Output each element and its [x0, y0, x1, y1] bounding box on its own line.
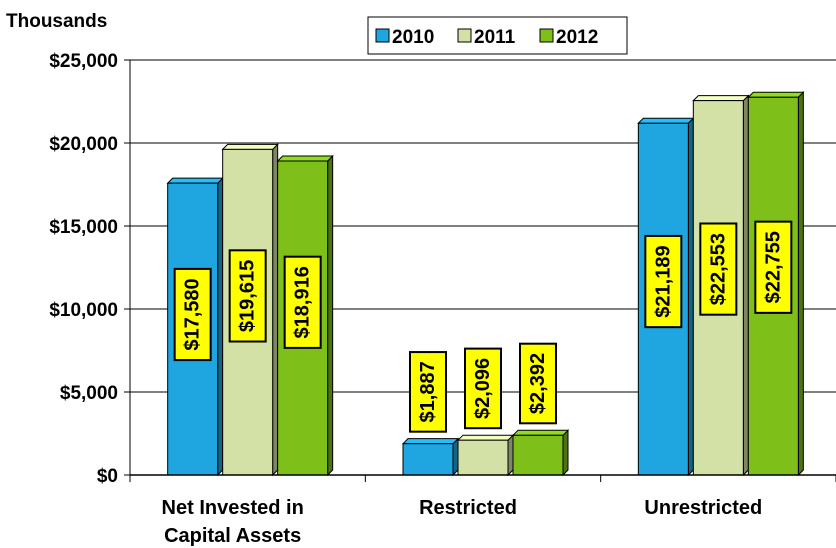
- bar-top: [276, 155, 334, 162]
- bar-side: [452, 437, 459, 477]
- data-label-text: $19,615: [237, 260, 259, 332]
- data-label-2012-1: $2,392: [519, 342, 557, 425]
- data-label-box: [283, 255, 322, 349]
- bar-side: [687, 117, 694, 477]
- x-category-label: Restricted: [419, 497, 517, 519]
- y-tick-label: $20,000: [49, 134, 118, 155]
- y-tick-label: $10,000: [49, 300, 118, 321]
- data-label-text: $1,887: [417, 361, 439, 422]
- bar-side: [797, 91, 804, 477]
- y-tick-label: $15,000: [49, 217, 118, 238]
- data-label-text: $21,189: [652, 245, 674, 317]
- bar-side: [562, 429, 569, 477]
- data-label-2010-1: $1,887: [409, 351, 447, 433]
- x-category-label: Unrestricted: [644, 497, 762, 519]
- data-labels: $17,580 $19,615 $18,916 $1,887 $2,096 $2,392 $…: [173, 220, 793, 433]
- data-label-box: [228, 249, 267, 343]
- bar-top: [166, 177, 224, 184]
- data-label-2010-0: $17,580: [173, 267, 212, 362]
- bars: $17,580 $19,615 $18,916 $1,887 $2,096 $2,392 $…: [166, 91, 805, 477]
- bar-top: [747, 91, 805, 98]
- legend-swatch-2010: [375, 28, 390, 43]
- data-label-box: [464, 347, 502, 430]
- data-label-2011-1: $2,096: [464, 347, 502, 430]
- legend-box: [367, 16, 628, 55]
- bar-top: [456, 434, 515, 441]
- data-label-text: $22,553: [707, 233, 729, 305]
- bar-front: [457, 439, 509, 476]
- bar-side: [217, 176, 224, 477]
- data-label-box: [699, 222, 738, 316]
- data-label-box: [754, 220, 793, 314]
- data-label-box: [519, 342, 557, 425]
- data-label-box: [173, 267, 212, 362]
- data-label-2010-2: $21,189: [644, 234, 683, 329]
- data-label-text: $18,916: [292, 266, 314, 338]
- bar-top: [401, 438, 460, 445]
- data-label-text: $2,096: [472, 358, 494, 419]
- data-label-text: $17,580: [182, 278, 204, 350]
- unit-label: Thousands: [6, 11, 107, 32]
- y-tick-label: $5,000: [60, 383, 118, 404]
- x-category-label: Net Invested in: [162, 497, 304, 519]
- bar-top: [221, 143, 279, 150]
- data-label-box: [644, 234, 683, 329]
- data-label-2012-2: $22,755: [754, 220, 793, 314]
- bar-side: [272, 143, 279, 477]
- legend-label-2011: 2011: [474, 27, 516, 48]
- y-axis: $0 $5,000 $10,000 $15,000 $20,000 $25,000: [49, 51, 131, 487]
- bar-front: [402, 443, 454, 476]
- data-label-text: $22,755: [762, 231, 784, 303]
- y-tick-label: $0: [97, 466, 118, 487]
- bar-2010-1: [401, 437, 460, 477]
- bar-top: [511, 429, 570, 436]
- data-label-2011-0: $19,615: [228, 249, 267, 343]
- data-label-box: [409, 351, 447, 433]
- bar-top: [692, 95, 750, 102]
- bar-2012-1: [511, 429, 570, 477]
- y-tick-label: $25,000: [49, 51, 118, 72]
- legend-label-2012: 2012: [556, 27, 598, 48]
- x-category-label: Capital Assets: [164, 525, 301, 547]
- legend-swatch-2012: [539, 28, 554, 43]
- bar-top: [637, 117, 695, 124]
- bar-2011-1: [456, 433, 515, 477]
- legend-label-2010: 2010: [392, 27, 434, 48]
- bar-side: [507, 433, 514, 477]
- bar-side: [327, 154, 334, 477]
- bar-front: [512, 434, 564, 476]
- data-label-2011-2: $22,553: [699, 222, 738, 316]
- legend-swatch-2011: [457, 28, 472, 43]
- x-axis: Net Invested in Capital Assets Restricted U…: [129, 474, 836, 547]
- legend: 2010 2011 2012: [367, 16, 628, 55]
- data-label-text: $2,392: [527, 353, 549, 414]
- bar-side: [742, 94, 749, 477]
- data-label-2012-0: $18,916: [283, 255, 322, 349]
